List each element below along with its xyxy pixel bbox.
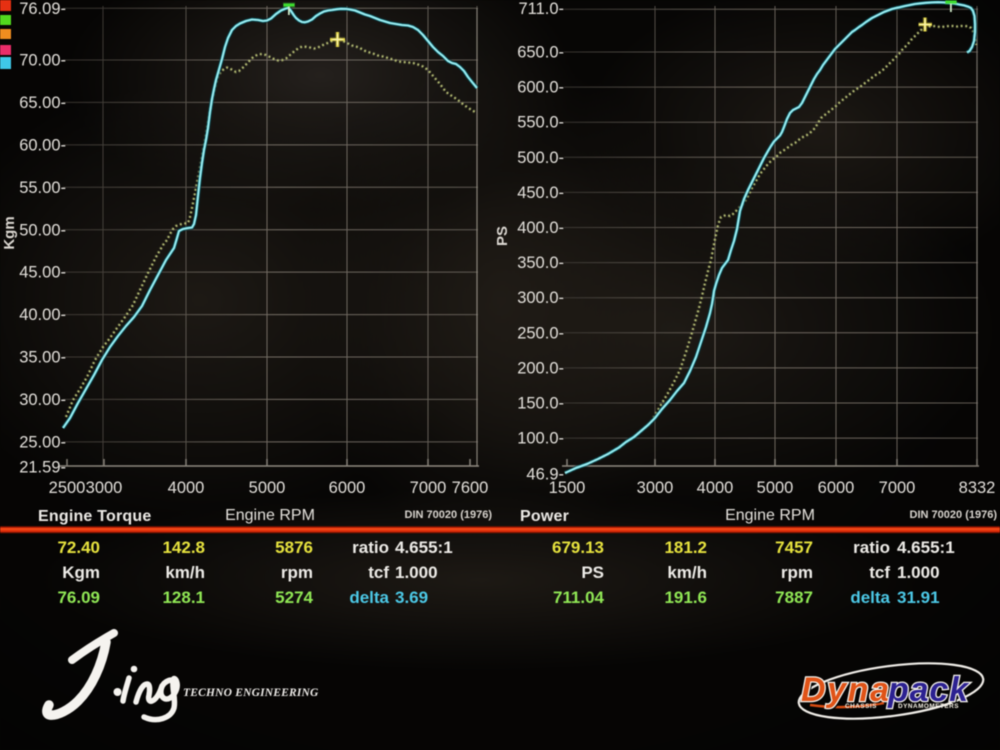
svg-text:TECHNO ENGINEERING: TECHNO ENGINEERING (183, 687, 319, 699)
svg-text:Engine RPM: Engine RPM (225, 507, 315, 524)
svg-text:400.0-: 400.0- (517, 219, 564, 237)
svg-text:km/h: km/h (667, 563, 707, 582)
svg-text:72.40: 72.40 (57, 538, 100, 557)
svg-text:rpm: rpm (781, 563, 813, 582)
svg-text:31.91: 31.91 (897, 588, 940, 607)
svg-text:60.00-: 60.00- (19, 136, 66, 154)
svg-text:21.59-: 21.59- (19, 459, 66, 477)
svg-text:40.00-: 40.00- (19, 306, 66, 324)
svg-text:Kgm: Kgm (62, 563, 100, 582)
svg-text:45.00-: 45.00- (19, 264, 66, 282)
svg-text:Dyna: Dyna (803, 673, 891, 711)
svg-text:CHASSIS: CHASSIS (845, 703, 877, 710)
svg-text:300.0-: 300.0- (517, 289, 564, 307)
svg-text:35.00-: 35.00- (19, 349, 66, 367)
svg-text:Power: Power (520, 508, 569, 525)
svg-text:250.0-: 250.0- (517, 324, 564, 342)
svg-text:46.9-: 46.9- (526, 466, 564, 484)
svg-text:200.0-: 200.0- (517, 359, 564, 377)
svg-text:Engine Torque: Engine Torque (38, 508, 151, 525)
svg-text:500.0-: 500.0- (517, 149, 564, 167)
svg-text:150.0-: 150.0- (517, 395, 564, 413)
svg-text:76.09-: 76.09- (19, 0, 66, 18)
svg-text:Kgm: Kgm (1, 216, 18, 249)
svg-text:350.0-: 350.0- (517, 254, 564, 272)
svg-text:181.2: 181.2 (664, 538, 707, 557)
svg-text:ratio: ratio (352, 538, 389, 557)
svg-text:DYNAMOMETERS: DYNAMOMETERS (898, 703, 959, 710)
svg-text:tcf: tcf (368, 563, 389, 582)
svg-text:7887: 7887 (775, 588, 813, 607)
svg-text:3000: 3000 (86, 479, 123, 497)
svg-text:3000: 3000 (637, 479, 674, 497)
svg-text:450.0-: 450.0- (517, 184, 564, 202)
svg-text:191.6: 191.6 (664, 588, 707, 607)
svg-text:5876: 5876 (275, 538, 313, 557)
svg-text:2500: 2500 (49, 479, 86, 497)
svg-text:1500: 1500 (549, 479, 586, 497)
svg-text:650.0-: 650.0- (517, 44, 564, 62)
svg-text:7457: 7457 (775, 538, 813, 557)
svg-text:65.00-: 65.00- (19, 94, 66, 112)
svg-text:8332: 8332 (959, 479, 996, 497)
svg-text:DIN 70020 (1976): DIN 70020 (1976) (910, 509, 998, 521)
svg-text:30.00-: 30.00- (19, 391, 66, 409)
svg-text:4000: 4000 (697, 479, 734, 497)
svg-text:5274: 5274 (275, 588, 313, 607)
svg-text:679.13: 679.13 (552, 538, 604, 557)
svg-text:rpm: rpm (281, 563, 313, 582)
svg-text:711.04: 711.04 (553, 588, 605, 607)
svg-text:pack: pack (889, 673, 972, 711)
svg-text:5000: 5000 (757, 479, 794, 497)
svg-text:4000: 4000 (168, 479, 205, 497)
svg-text:6000: 6000 (329, 479, 366, 497)
svg-text:55.00-: 55.00- (19, 179, 66, 197)
svg-text:5000: 5000 (249, 479, 286, 497)
svg-text:ratio: ratio (853, 538, 890, 557)
svg-text:7000: 7000 (879, 479, 916, 497)
svg-text:1.000: 1.000 (897, 563, 940, 582)
svg-text:km/h: km/h (165, 563, 205, 582)
svg-text:PS: PS (581, 563, 604, 582)
svg-text:76.09: 76.09 (57, 588, 100, 607)
svg-text:550.0-: 550.0- (517, 114, 564, 132)
svg-text:pack: pack (887, 671, 970, 709)
svg-text:4.655:1: 4.655:1 (395, 538, 453, 557)
svg-text:Dyna: Dyna (801, 671, 889, 709)
svg-text:tcf: tcf (869, 563, 890, 582)
svg-text:3.69: 3.69 (395, 588, 428, 607)
svg-text:600.0-: 600.0- (517, 79, 564, 97)
svg-text:DIN 70020 (1976): DIN 70020 (1976) (405, 509, 493, 521)
svg-text:PS: PS (494, 226, 511, 246)
svg-text:50.00-: 50.00- (19, 221, 66, 239)
svg-text:25.00-: 25.00- (19, 433, 66, 451)
svg-text:6000: 6000 (818, 479, 855, 497)
svg-text:1.000: 1.000 (395, 563, 438, 582)
svg-text:100.0-: 100.0- (517, 430, 564, 448)
svg-text:4.655:1: 4.655:1 (897, 538, 955, 557)
svg-text:7600: 7600 (452, 479, 489, 497)
svg-text:Engine RPM: Engine RPM (725, 507, 815, 524)
svg-text:128.1: 128.1 (162, 588, 205, 607)
svg-text:70.00-: 70.00- (19, 52, 66, 70)
svg-text:711.0-: 711.0- (518, 0, 564, 18)
svg-text:delta: delta (850, 588, 890, 607)
svg-text:7000: 7000 (410, 479, 447, 497)
svg-text:delta: delta (349, 588, 389, 607)
svg-text:142.8: 142.8 (162, 538, 205, 557)
